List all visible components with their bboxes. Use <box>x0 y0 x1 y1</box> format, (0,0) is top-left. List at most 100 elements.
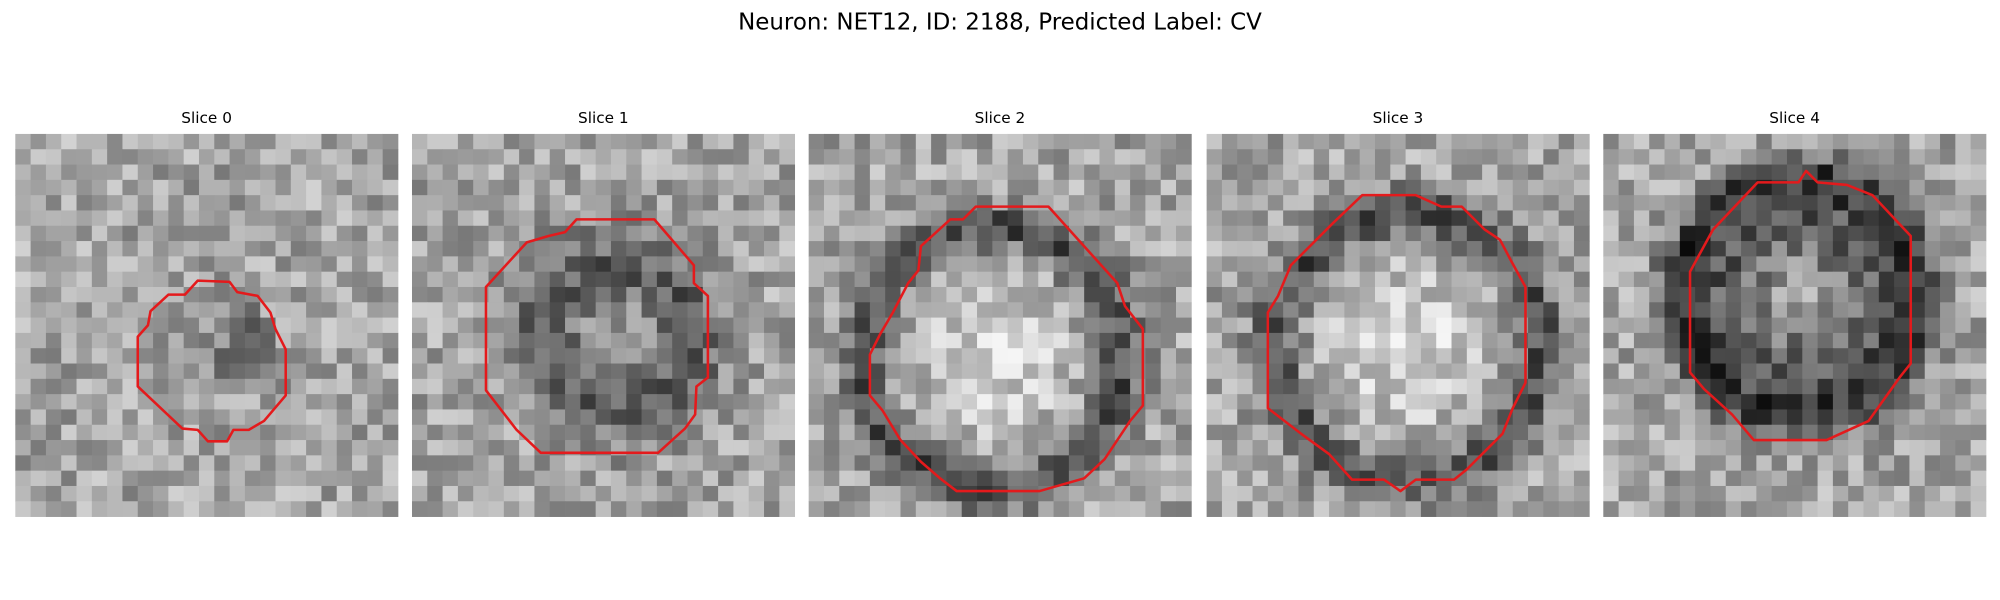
pixel <box>900 210 917 227</box>
pixel <box>442 501 459 517</box>
pixel <box>1482 210 1498 227</box>
pixel <box>1573 485 1590 502</box>
pixel <box>473 485 489 502</box>
pixel <box>641 409 658 426</box>
pixel <box>610 149 627 165</box>
pixel <box>1084 317 1100 334</box>
panels: Slice 0 Slice 1 Slice 2 Slice 3 Slice 4 <box>15 109 1987 517</box>
pixel <box>1068 241 1085 257</box>
pixel <box>764 363 780 380</box>
pixel <box>992 394 1009 410</box>
pixel <box>306 440 322 456</box>
pixel <box>198 286 215 303</box>
pixel <box>1283 210 1299 227</box>
pixel <box>76 348 93 364</box>
pixel <box>122 302 139 318</box>
pixel <box>1679 225 1696 242</box>
pixel <box>1084 485 1100 502</box>
pixel <box>1710 348 1727 364</box>
pixel <box>1955 409 1972 426</box>
pixel <box>427 455 443 472</box>
pixel <box>1848 501 1864 517</box>
pixel <box>260 470 276 487</box>
pixel <box>1695 332 1711 349</box>
pixel <box>595 378 612 395</box>
pixel <box>503 164 520 181</box>
pixel <box>321 485 338 502</box>
pixel <box>1848 133 1864 150</box>
pixel <box>885 195 901 211</box>
pixel <box>1786 179 1803 196</box>
pixel <box>1909 241 1926 257</box>
pixel <box>137 424 154 441</box>
pixel <box>1130 455 1146 472</box>
pixel <box>290 225 307 242</box>
pixel <box>764 317 780 334</box>
pixel <box>733 363 750 380</box>
pixel <box>45 302 62 318</box>
pixel <box>885 271 901 288</box>
pixel <box>1068 394 1085 410</box>
pixel <box>1482 424 1498 441</box>
pixel <box>76 470 93 487</box>
pixel <box>352 225 368 242</box>
pixel <box>1206 271 1223 288</box>
pixel <box>931 241 947 257</box>
pixel <box>1374 378 1391 395</box>
pixel <box>1618 332 1635 349</box>
pixel <box>1313 133 1330 150</box>
pixel <box>519 394 535 410</box>
pixel <box>580 271 597 288</box>
pixel <box>367 302 384 318</box>
pixel <box>1786 501 1803 517</box>
pixel <box>1710 440 1727 456</box>
pixel <box>549 133 566 150</box>
pixel <box>30 348 47 364</box>
pixel <box>1420 133 1437 150</box>
pixel <box>91 409 108 426</box>
pixel <box>91 363 108 380</box>
pixel <box>1894 424 1910 441</box>
pixel <box>1970 210 1987 227</box>
pixel <box>519 332 535 349</box>
pixel <box>1894 256 1910 273</box>
pixel <box>992 348 1009 364</box>
pixel <box>1267 164 1284 181</box>
pixel <box>503 302 520 318</box>
pixel <box>1679 470 1696 487</box>
pixel <box>411 256 428 273</box>
pixel <box>748 241 765 257</box>
pixel <box>869 485 886 502</box>
pixel <box>1160 378 1177 395</box>
pixel <box>45 225 62 242</box>
pixel <box>1924 501 1941 517</box>
pixel <box>977 455 993 472</box>
pixel <box>1374 286 1391 303</box>
pixel <box>549 195 566 211</box>
pixel <box>1313 149 1330 165</box>
pixel <box>367 501 384 517</box>
pixel <box>1084 424 1100 441</box>
pixel <box>275 271 292 288</box>
pixel <box>1618 149 1635 165</box>
pixel <box>442 440 459 456</box>
pixel <box>808 440 825 456</box>
pixel <box>1007 271 1024 288</box>
pixel <box>1451 348 1468 364</box>
pixel <box>1618 317 1635 334</box>
pixel <box>1756 348 1773 364</box>
pixel <box>1283 363 1299 380</box>
pixel <box>442 286 459 303</box>
pixel <box>153 363 169 380</box>
pixel <box>992 256 1009 273</box>
pixel <box>610 455 627 472</box>
pixel <box>764 378 780 395</box>
pixel <box>1924 455 1941 472</box>
pixel <box>1482 256 1498 273</box>
pixel <box>1878 164 1895 181</box>
pixel <box>107 225 123 242</box>
pixel <box>107 256 123 273</box>
pixel <box>1543 149 1560 165</box>
pixel <box>1344 394 1361 410</box>
